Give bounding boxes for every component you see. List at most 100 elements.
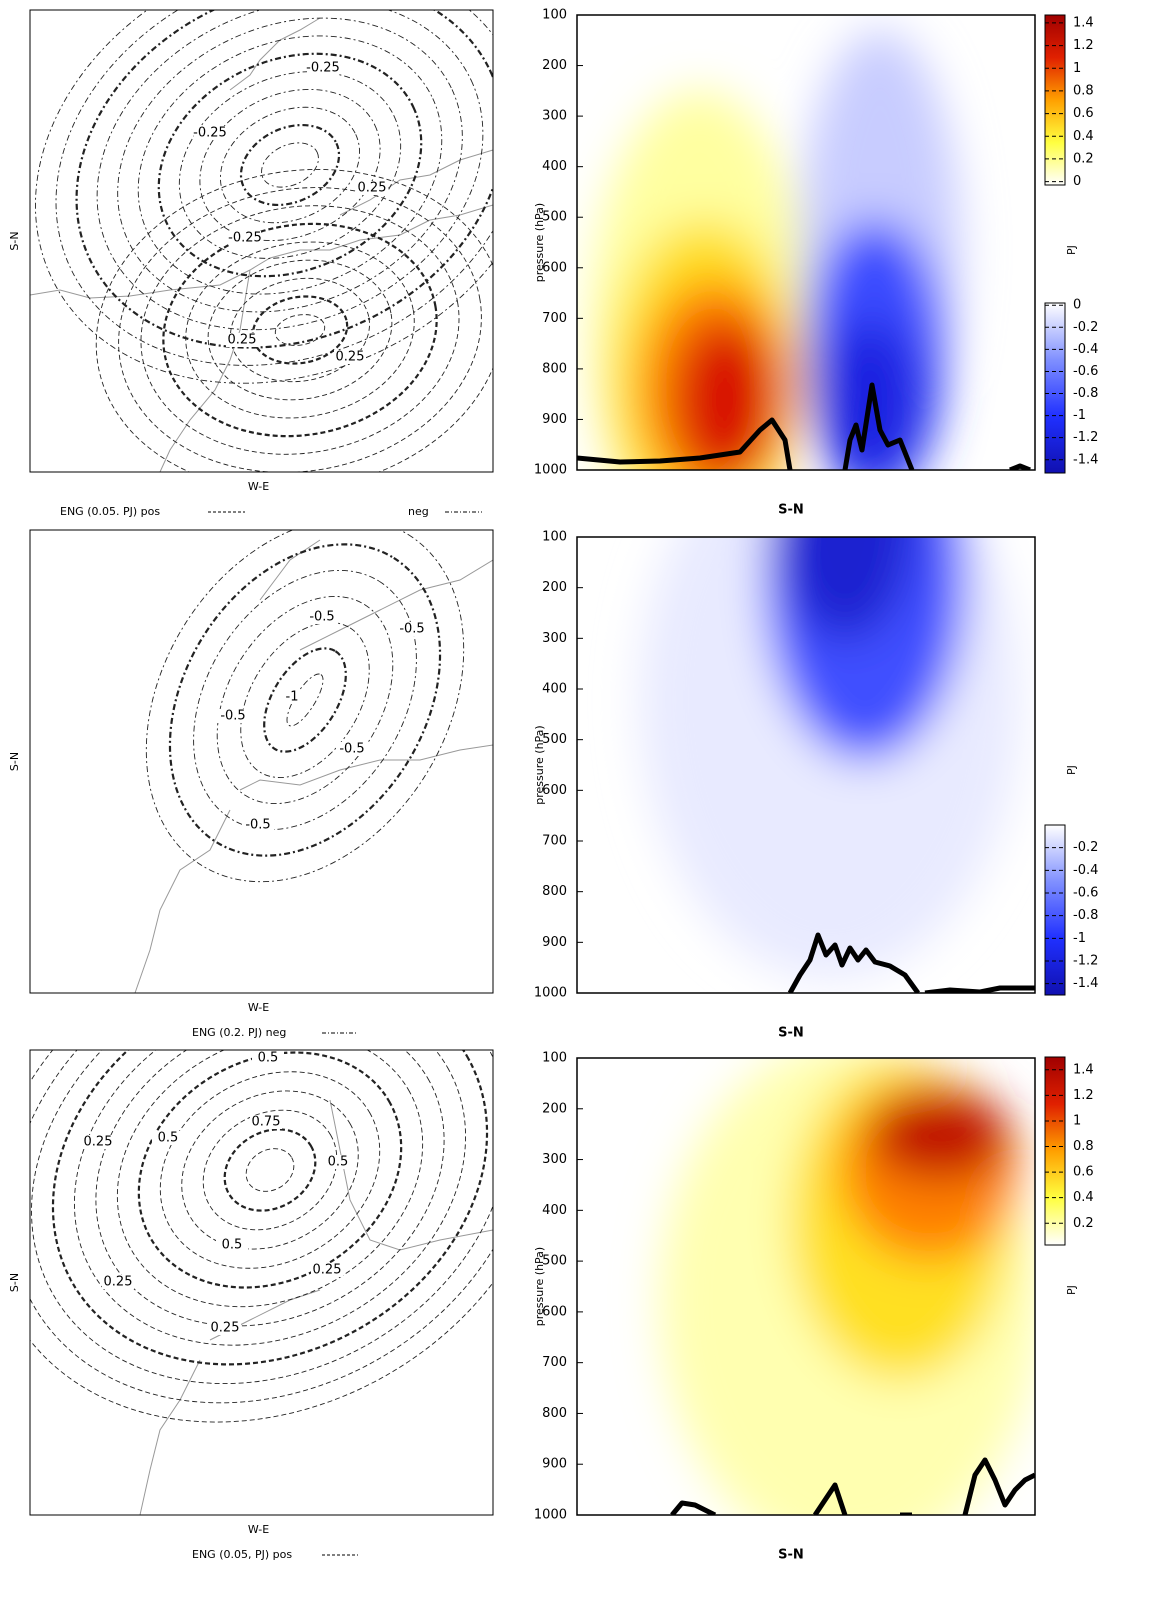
- contour-label: 0.25: [313, 1263, 342, 1278]
- contour-label: -0.5: [399, 622, 424, 637]
- contour-line: [261, 142, 319, 188]
- contour-label-bg: [242, 818, 274, 832]
- colorbar-tick-label: 1.4: [1073, 1062, 1094, 1077]
- legend-label: neg: [408, 505, 429, 518]
- contour-label-bg: [356, 181, 388, 195]
- map-plot: [30, 10, 493, 472]
- contour-line: [239, 123, 341, 207]
- heatmap-plot: [660, 1058, 1035, 1515]
- y-tick-label: 200: [542, 580, 567, 595]
- colorbar-label: PJ: [1065, 1285, 1078, 1295]
- contour-line: [95, 168, 493, 472]
- colorbar-tick-label: 0: [1073, 174, 1081, 189]
- y-tick-label: 200: [542, 1101, 567, 1116]
- colorbar: [1044, 14, 1066, 186]
- contour-line: [199, 88, 381, 242]
- contour-label-bg: [252, 1051, 284, 1065]
- contour-line: [118, 187, 482, 472]
- contour-label-bg: [209, 1321, 241, 1335]
- x-axis-label: S-N: [778, 503, 804, 518]
- y-tick-label: 400: [542, 1203, 567, 1218]
- y-tick-label: 300: [542, 1152, 567, 1167]
- y-tick-label: 1000: [534, 1508, 567, 1523]
- contour-label: 0.25: [84, 1135, 113, 1150]
- contour-label-bg: [152, 1131, 184, 1145]
- contour-label-bg: [250, 1115, 282, 1129]
- contour-line: [30, 1050, 493, 1404]
- contour-label: 0.25: [228, 333, 257, 348]
- map-plot: [30, 1050, 493, 1515]
- colorbar-tick-label: 1.2: [1073, 1088, 1094, 1103]
- contour-line: [145, 530, 465, 883]
- heatmap-plot: [640, 537, 1035, 993]
- y-axis-label: pressure (hPa): [533, 725, 546, 804]
- y-tick-label: 400: [542, 682, 567, 697]
- plot-frame: [576, 536, 1036, 994]
- y-tick-label: 700: [542, 1355, 567, 1370]
- heatmap-field: [660, 1058, 1035, 1515]
- contour-line: [193, 569, 417, 831]
- contour-line: [274, 314, 326, 346]
- colorbar-tick-label: -1: [1073, 931, 1086, 946]
- contour-label-bg: [229, 231, 261, 245]
- y-tick-label: 600: [542, 1304, 567, 1319]
- contour-label: 0.5: [328, 1155, 349, 1170]
- contour-label: 0.25: [336, 350, 365, 365]
- colorbar-tick-label: -0.2: [1073, 840, 1098, 855]
- contour-line: [207, 259, 393, 401]
- contour-line: [159, 1071, 381, 1269]
- contour-line: [263, 647, 347, 753]
- map-plot: [134, 530, 493, 993]
- y-tick-label: 700: [542, 834, 567, 849]
- contour-label: -0.25: [306, 61, 340, 76]
- contour-line: [181, 1090, 359, 1250]
- coastline: [139, 1099, 493, 1515]
- contour-line: [117, 17, 463, 313]
- contour-label-bg: [334, 350, 366, 364]
- contour-line: [51, 1050, 489, 1366]
- contour-line: [162, 222, 438, 438]
- contour-line: [178, 71, 402, 259]
- contour-label-bg: [102, 1275, 134, 1289]
- plot-frame: [576, 1057, 1036, 1516]
- colorbar-tick-label: -0.8: [1073, 908, 1098, 923]
- contour-line: [245, 1148, 295, 1192]
- y-tick-label: 100: [542, 530, 567, 545]
- contour-label-bg: [82, 1135, 114, 1149]
- contour-line: [240, 621, 370, 779]
- contour-label: 0.5: [222, 1238, 243, 1253]
- contour-label: 0.5: [158, 1131, 179, 1146]
- heat-blob: [870, 1090, 1010, 1180]
- colorbar-tick-label: -0.2: [1073, 320, 1098, 335]
- contour-label: -0.5: [220, 709, 245, 724]
- y-tick-label: 500: [542, 210, 567, 225]
- x-axis-label: W-E: [248, 1001, 269, 1014]
- y-tick-label: 900: [542, 935, 567, 950]
- y-tick-label: 500: [542, 732, 567, 747]
- contour-label: 0.5: [258, 1051, 279, 1066]
- contour-label-bg: [276, 690, 308, 704]
- contour-label-bg: [396, 622, 428, 636]
- map-frame: [29, 1049, 494, 1516]
- colorbar-tick-label: 0.4: [1073, 1190, 1094, 1205]
- y-axis-label: pressure (hPa): [533, 203, 546, 282]
- x-axis-label: W-E: [248, 1523, 269, 1536]
- colorbar-tick-label: 1: [1073, 1113, 1081, 1128]
- colorbar-tick-label: 0.8: [1073, 1139, 1094, 1154]
- y-tick-label: 300: [542, 109, 567, 124]
- contour-label: 0.25: [211, 1321, 240, 1336]
- contour-label: -0.5: [245, 818, 270, 833]
- y-tick-label: 600: [542, 260, 567, 275]
- contour-label: 0.25: [104, 1275, 133, 1290]
- colorbar-tick-label: 1.4: [1073, 15, 1094, 30]
- colorbar-label: PJ: [1065, 765, 1078, 775]
- contour-line: [230, 277, 370, 383]
- contour-label: -0.25: [193, 126, 227, 141]
- contour-line: [30, 1050, 493, 1423]
- x-axis-label: S-N: [778, 1548, 804, 1563]
- colorbar-tick-label: 0.6: [1073, 1165, 1094, 1180]
- colorbar-tick-label: 0.8: [1073, 83, 1094, 98]
- colorbar: [1044, 302, 1066, 474]
- colorbar-tick-label: 0: [1073, 298, 1081, 313]
- contour-label-bg: [336, 742, 368, 756]
